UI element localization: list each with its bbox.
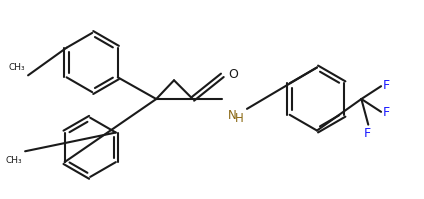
Text: O: O <box>228 68 238 81</box>
Text: F: F <box>383 79 390 92</box>
Text: F: F <box>383 106 390 119</box>
Text: CH₃: CH₃ <box>8 63 25 72</box>
Text: H: H <box>235 112 244 125</box>
Text: F: F <box>364 127 371 140</box>
Text: CH₃: CH₃ <box>6 156 22 165</box>
Text: N: N <box>228 109 237 122</box>
